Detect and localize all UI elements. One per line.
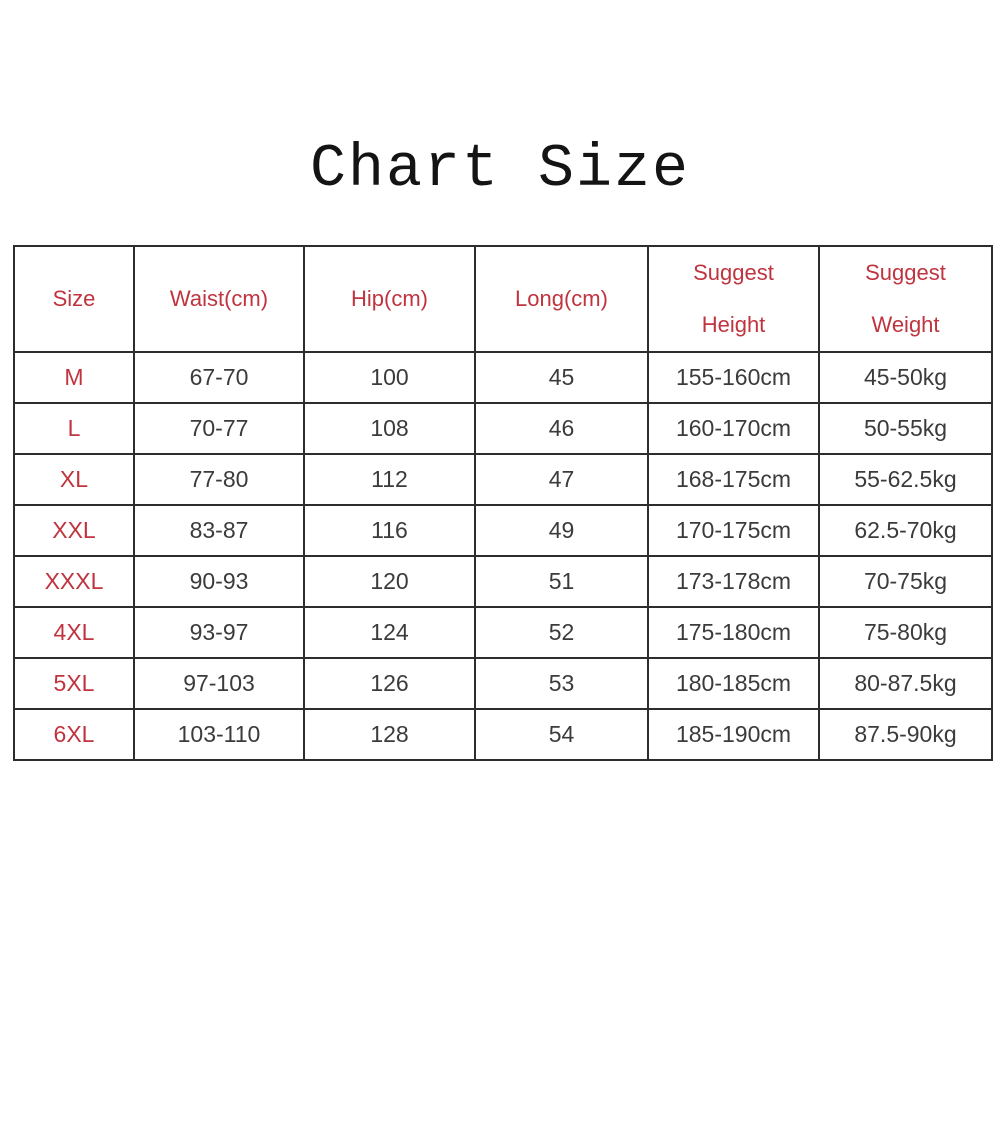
cell-long: 52	[474, 606, 649, 659]
cell-size: L	[13, 402, 135, 455]
table-row: L 70-77 108 46 160-170cm 50-55kg	[13, 402, 993, 455]
column-header-size: Size	[13, 245, 135, 353]
table-row: 6XL 103-110 128 54 185-190cm 87.5-90kg	[13, 708, 993, 761]
cell-waist: 90-93	[133, 555, 305, 608]
cell-long: 46	[474, 402, 649, 455]
cell-weight: 87.5-90kg	[818, 708, 993, 761]
cell-waist: 70-77	[133, 402, 305, 455]
cell-hip: 120	[303, 555, 476, 608]
column-header-waist: Waist(cm)	[133, 245, 305, 353]
cell-waist: 103-110	[133, 708, 305, 761]
table-row: 5XL 97-103 126 53 180-185cm 80-87.5kg	[13, 657, 993, 710]
table-row: XL 77-80 112 47 168-175cm 55-62.5kg	[13, 453, 993, 506]
cell-hip: 126	[303, 657, 476, 710]
cell-size: XXXL	[13, 555, 135, 608]
cell-height: 185-190cm	[647, 708, 820, 761]
cell-waist: 77-80	[133, 453, 305, 506]
cell-waist: 97-103	[133, 657, 305, 710]
cell-waist: 83-87	[133, 504, 305, 557]
cell-hip: 112	[303, 453, 476, 506]
cell-weight: 80-87.5kg	[818, 657, 993, 710]
cell-weight: 45-50kg	[818, 351, 993, 404]
cell-long: 49	[474, 504, 649, 557]
cell-long: 51	[474, 555, 649, 608]
cell-weight: 55-62.5kg	[818, 453, 993, 506]
cell-hip: 116	[303, 504, 476, 557]
cell-size: 6XL	[13, 708, 135, 761]
column-header-suggest-height: Suggest Height	[647, 245, 820, 353]
cell-height: 155-160cm	[647, 351, 820, 404]
cell-size: 4XL	[13, 606, 135, 659]
cell-size: 5XL	[13, 657, 135, 710]
cell-size: XXL	[13, 504, 135, 557]
table-row: M 67-70 100 45 155-160cm 45-50kg	[13, 351, 993, 404]
cell-height: 168-175cm	[647, 453, 820, 506]
table-row: 4XL 93-97 124 52 175-180cm 75-80kg	[13, 606, 993, 659]
cell-hip: 100	[303, 351, 476, 404]
cell-long: 45	[474, 351, 649, 404]
column-header-long: Long(cm)	[474, 245, 649, 353]
size-chart-table: Size Waist(cm) Hip(cm) Long(cm) Suggest …	[13, 245, 993, 761]
cell-hip: 108	[303, 402, 476, 455]
page-title: Chart Size	[309, 136, 691, 204]
cell-size: M	[13, 351, 135, 404]
cell-long: 53	[474, 657, 649, 710]
cell-waist: 67-70	[133, 351, 305, 404]
cell-height: 180-185cm	[647, 657, 820, 710]
cell-weight: 75-80kg	[818, 606, 993, 659]
cell-height: 173-178cm	[647, 555, 820, 608]
cell-height: 160-170cm	[647, 402, 820, 455]
cell-waist: 93-97	[133, 606, 305, 659]
cell-weight: 50-55kg	[818, 402, 993, 455]
column-header-hip: Hip(cm)	[303, 245, 476, 353]
cell-weight: 70-75kg	[818, 555, 993, 608]
cell-weight: 62.5-70kg	[818, 504, 993, 557]
cell-long: 54	[474, 708, 649, 761]
table-row: XXL 83-87 116 49 170-175cm 62.5-70kg	[13, 504, 993, 557]
cell-size: XL	[13, 453, 135, 506]
column-header-suggest-weight: Suggest Weight	[818, 245, 993, 353]
cell-long: 47	[474, 453, 649, 506]
table-header-row: Size Waist(cm) Hip(cm) Long(cm) Suggest …	[13, 245, 993, 353]
cell-height: 175-180cm	[647, 606, 820, 659]
cell-hip: 124	[303, 606, 476, 659]
cell-height: 170-175cm	[647, 504, 820, 557]
table-row: XXXL 90-93 120 51 173-178cm 70-75kg	[13, 555, 993, 608]
cell-hip: 128	[303, 708, 476, 761]
